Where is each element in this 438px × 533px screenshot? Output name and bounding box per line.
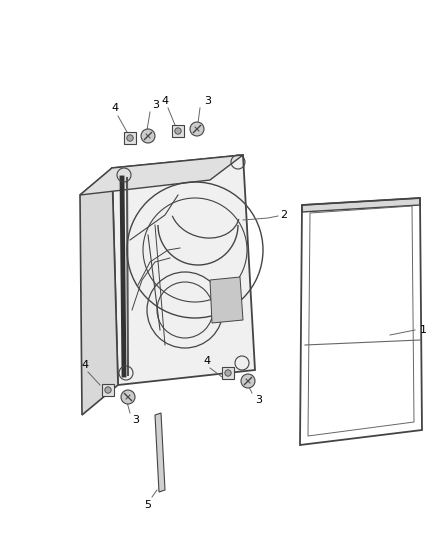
Bar: [102, 384, 113, 395]
Bar: [173, 125, 184, 136]
Circle shape: [141, 129, 155, 143]
Polygon shape: [80, 168, 118, 415]
Text: 2: 2: [280, 210, 287, 220]
Polygon shape: [155, 413, 165, 492]
Circle shape: [105, 387, 111, 393]
Text: 4: 4: [111, 103, 119, 113]
Polygon shape: [210, 277, 243, 323]
Text: 4: 4: [162, 96, 169, 106]
Text: 5: 5: [145, 500, 152, 510]
Text: 4: 4: [203, 356, 211, 366]
Circle shape: [175, 128, 181, 134]
Polygon shape: [80, 155, 243, 195]
Text: 4: 4: [81, 360, 88, 370]
Polygon shape: [112, 155, 255, 385]
Bar: [223, 367, 233, 378]
Circle shape: [190, 122, 204, 136]
Text: 3: 3: [255, 395, 262, 405]
Text: 3: 3: [204, 96, 211, 106]
Text: 3: 3: [132, 415, 139, 425]
Circle shape: [241, 374, 255, 388]
Circle shape: [121, 390, 135, 404]
Circle shape: [225, 370, 231, 376]
Bar: [124, 132, 136, 143]
Text: 1: 1: [420, 325, 427, 335]
Text: 3: 3: [152, 100, 159, 110]
Polygon shape: [302, 198, 420, 212]
Circle shape: [127, 135, 133, 141]
